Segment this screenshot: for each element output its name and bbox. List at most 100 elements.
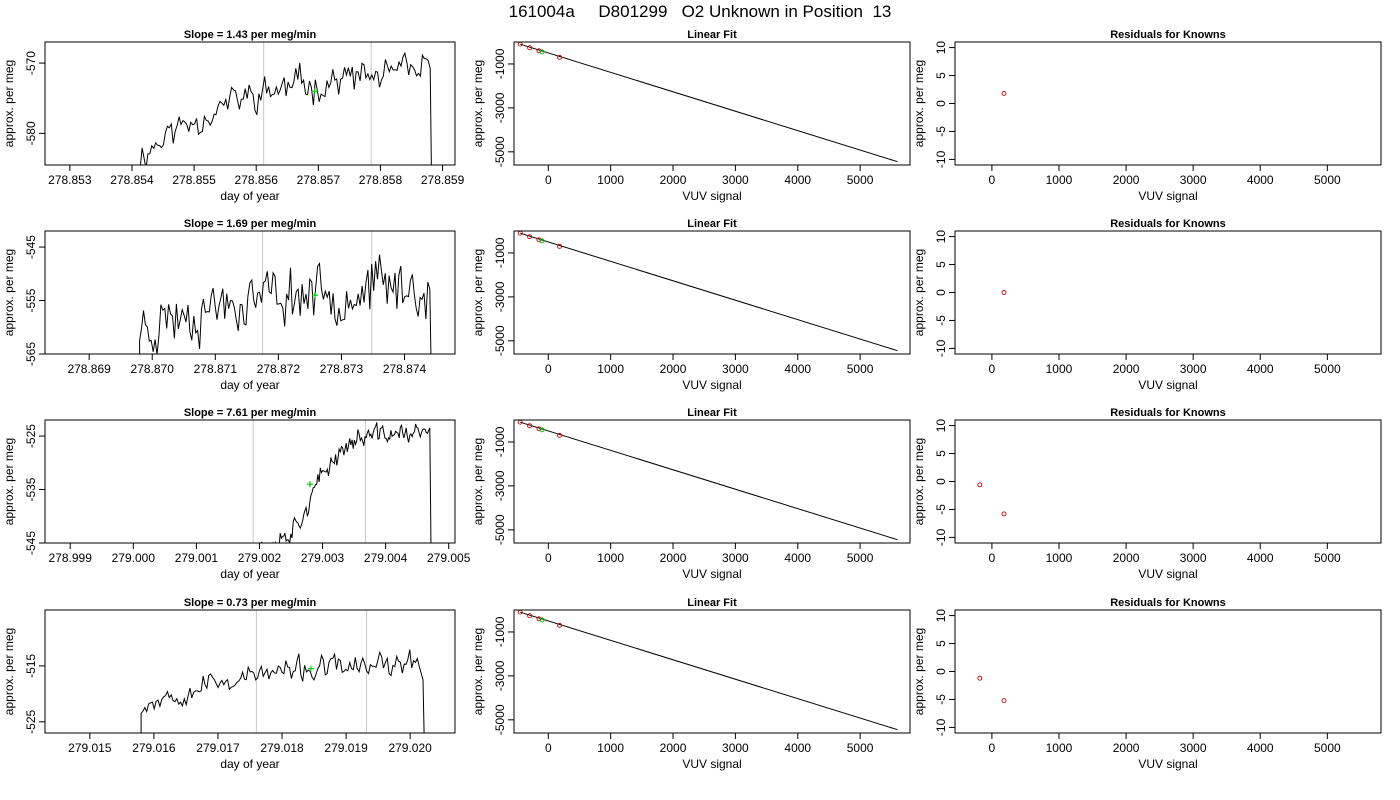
unknown-point	[539, 49, 545, 55]
y-tick-label: -3000	[493, 660, 507, 691]
fit-line	[520, 421, 898, 541]
panel-time-series-row-3: Slope = 0.73 per meg/min day of year appro…	[2, 597, 456, 771]
panel-title: Residuals for Knowns	[1110, 29, 1226, 41]
plot-frame	[513, 609, 911, 734]
y-tick-label: 10	[934, 419, 948, 433]
plot-area	[140, 610, 425, 733]
y-tick-label: -10	[934, 339, 948, 357]
x-tick-label: 2000	[1113, 741, 1140, 755]
y-axis-label: approx. per meg	[2, 249, 16, 336]
y-axis-label: approx. per meg	[2, 628, 16, 715]
y-tick-label: -535	[24, 477, 38, 501]
x-tick-label: 5000	[847, 173, 874, 187]
y-tick-label: -525	[24, 424, 38, 448]
x-tick-label: 5000	[1314, 173, 1341, 187]
y-tick-label: -10	[934, 718, 948, 736]
x-tick-label: 278.857	[297, 173, 341, 187]
y-axis-label: approx. per meg	[471, 249, 485, 336]
y-tick-label: 0	[934, 289, 948, 296]
x-tick-label: 279.015	[68, 741, 112, 755]
x-tick-label: 279.001	[175, 551, 219, 565]
y-axis-label: approx. per meg	[912, 249, 926, 336]
x-tick-label: 278.873	[320, 362, 364, 376]
x-axis-label: VUV signal	[1138, 757, 1197, 771]
panel-linear-fit-row-0: Linear Fit VUV signal approx. per meg 0 1000…	[471, 29, 911, 203]
unknown-point	[539, 617, 545, 623]
x-tick-label: 279.016	[132, 741, 176, 755]
x-tick-label: 4000	[784, 173, 811, 187]
y-axis-label: approx. per meg	[912, 60, 926, 147]
plot-area	[1001, 90, 1007, 96]
y-tick-label: 0	[934, 668, 948, 675]
panel-title: Residuals for Knowns	[1110, 407, 1226, 419]
plot-area	[1001, 290, 1007, 295]
y-tick-label: -565	[24, 342, 38, 366]
x-tick-label: 2000	[660, 362, 687, 376]
y-tick-label: 5	[934, 261, 948, 268]
y-tick-label: -5000	[493, 704, 507, 735]
x-tick-label: 279.003	[301, 551, 345, 565]
x-tick-label: 3000	[1180, 741, 1207, 755]
y-tick-label: -1000	[493, 48, 507, 79]
x-tick-label: 5000	[1314, 362, 1341, 376]
x-tick-label: 2000	[1113, 551, 1140, 565]
y-axis-label: approx. per meg	[2, 60, 16, 147]
x-axis-label: day of year	[220, 757, 279, 771]
x-tick-label: 3000	[722, 173, 749, 187]
y-tick-label: -515	[24, 654, 38, 678]
x-tick-label: 3000	[1180, 173, 1207, 187]
y-axis-label: approx. per meg	[912, 628, 926, 715]
plot-frame	[954, 230, 1382, 355]
known-point	[527, 613, 533, 619]
residual-point	[1001, 511, 1007, 517]
fit-line	[520, 43, 898, 163]
panel-title: Residuals for Knowns	[1110, 218, 1226, 230]
x-tick-label: 278.871	[194, 362, 238, 376]
x-tick-label: 279.019	[324, 741, 368, 755]
plot-frame	[44, 230, 456, 355]
y-tick-label: 0	[934, 478, 948, 485]
panel-residuals-row-3: Residuals for Knowns VUV signal approx. pe…	[912, 597, 1382, 771]
panel-residuals-row-1: Residuals for Knowns VUV signal approx. pe…	[912, 218, 1382, 392]
panel-title: Slope = 7.61 per meg/min	[184, 407, 317, 419]
panel-linear-fit-row-2: Linear Fit VUV signal approx. per meg 0 1000…	[471, 407, 911, 581]
x-tick-label: 278.872	[257, 362, 301, 376]
known-point	[557, 622, 562, 628]
y-tick-label: 5	[934, 450, 948, 457]
plot-area	[517, 42, 898, 163]
plot-frame	[954, 41, 1382, 166]
plot-area	[977, 675, 1007, 704]
x-tick-label: 278.999	[49, 551, 93, 565]
x-axis-label: VUV signal	[682, 378, 741, 392]
panel-residuals-row-2: Residuals for Knowns VUV signal approx. pe…	[912, 407, 1382, 581]
panel-title: Linear Fit	[687, 218, 737, 230]
residual-point	[1001, 90, 1007, 96]
residual-point	[977, 482, 983, 488]
x-tick-label: 3000	[722, 741, 749, 755]
x-tick-label: 278.869	[67, 362, 111, 376]
y-tick-label: -570	[24, 51, 38, 75]
x-tick-label: 2000	[660, 551, 687, 565]
plot-area	[139, 231, 432, 354]
plot-frame	[44, 609, 456, 734]
x-tick-label: 2000	[660, 741, 687, 755]
known-point	[557, 243, 562, 249]
plot-area	[139, 42, 432, 165]
x-tick-label: 3000	[1180, 551, 1207, 565]
x-tick-label: 279.020	[388, 741, 432, 755]
plot-frame	[954, 419, 1382, 544]
unknown-point	[539, 427, 545, 433]
panel-time-series-row-0: Slope = 1.43 per meg/min day of year appro…	[2, 29, 465, 203]
x-tick-label: 3000	[1180, 362, 1207, 376]
known-point	[557, 54, 562, 60]
known-point	[527, 234, 533, 240]
panel-title: Residuals for Knowns	[1110, 597, 1226, 609]
x-tick-label: 278.858	[359, 173, 403, 187]
x-tick-label: 1000	[597, 741, 624, 755]
x-tick-label: 278.854	[110, 173, 154, 187]
residual-point	[1001, 698, 1007, 704]
x-tick-label: 5000	[847, 551, 874, 565]
y-tick-label: -3000	[493, 92, 507, 123]
x-tick-label: 278.874	[383, 362, 427, 376]
